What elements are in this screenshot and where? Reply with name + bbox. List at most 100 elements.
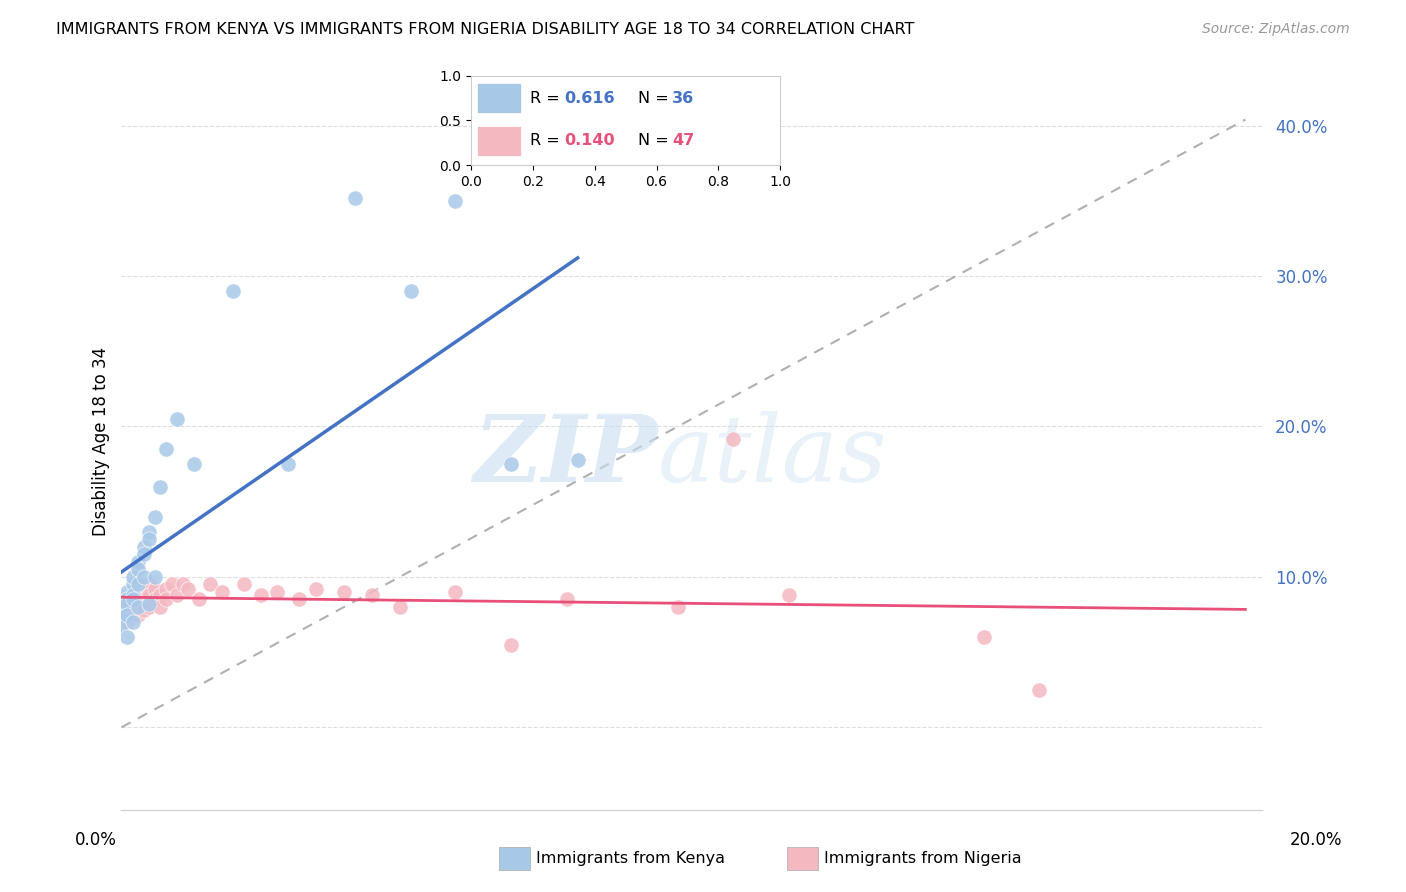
Point [305, 582, 328, 596]
Point [333, 585, 356, 599]
Point [143, 570, 166, 584]
Point [499, 638, 522, 652]
Point [115, 607, 138, 622]
Point [555, 592, 578, 607]
Y-axis label: Disability Age 18 to 34: Disability Age 18 to 34 [93, 347, 110, 536]
Point [160, 577, 183, 591]
Point [288, 592, 311, 607]
Point [121, 577, 143, 591]
Point [149, 588, 172, 602]
Point [778, 588, 800, 602]
Point [132, 603, 155, 617]
Point [166, 588, 188, 602]
Text: Immigrants from Kenya: Immigrants from Kenya [536, 851, 724, 865]
Point [127, 562, 149, 576]
Point [499, 457, 522, 471]
Point [138, 524, 160, 539]
Point [121, 588, 143, 602]
Point [121, 588, 143, 602]
Point [444, 194, 467, 208]
Point [127, 577, 149, 591]
Point [211, 585, 233, 599]
Point [127, 600, 149, 615]
Point [121, 570, 143, 584]
Text: atlas: atlas [658, 411, 887, 501]
Point [110, 607, 132, 622]
Point [723, 432, 745, 446]
Point [138, 597, 160, 611]
Point [188, 592, 211, 607]
Point [143, 582, 166, 596]
Point [115, 603, 138, 617]
Point [110, 607, 132, 622]
Text: IMMIGRANTS FROM KENYA VS IMMIGRANTS FROM NIGERIA DISABILITY AGE 18 TO 34 CORRELA: IMMIGRANTS FROM KENYA VS IMMIGRANTS FROM… [56, 22, 915, 37]
Point [155, 442, 177, 456]
Point [132, 570, 155, 584]
Point [277, 457, 299, 471]
Text: N =: N = [638, 91, 673, 105]
Point [388, 600, 411, 615]
Point [149, 480, 172, 494]
Point [249, 588, 271, 602]
Point [166, 412, 188, 426]
Point [232, 577, 254, 591]
Point [138, 600, 160, 615]
Point [115, 630, 138, 644]
Point [172, 577, 194, 591]
Point [200, 577, 222, 591]
Text: 0.0%: 0.0% [75, 831, 117, 849]
Point [115, 597, 138, 611]
Point [155, 592, 177, 607]
Text: Source: ZipAtlas.com: Source: ZipAtlas.com [1202, 22, 1350, 37]
Point [115, 615, 138, 629]
Text: 47: 47 [672, 134, 695, 148]
Text: Immigrants from Nigeria: Immigrants from Nigeria [824, 851, 1022, 865]
Point [155, 582, 177, 596]
Point [973, 630, 995, 644]
Point [344, 191, 367, 205]
Text: 36: 36 [672, 91, 695, 105]
Point [115, 597, 138, 611]
Point [567, 452, 589, 467]
Point [127, 600, 149, 615]
Point [1028, 682, 1050, 697]
Text: R =: R = [530, 134, 565, 148]
Point [127, 555, 149, 569]
Point [132, 585, 155, 599]
Point [110, 600, 132, 615]
Point [138, 577, 160, 591]
Text: R =: R = [530, 91, 565, 105]
FancyBboxPatch shape [477, 83, 520, 113]
Point [115, 585, 138, 599]
Point [399, 284, 422, 298]
Point [666, 600, 689, 615]
Point [110, 618, 132, 632]
Point [110, 600, 132, 615]
Point [121, 600, 143, 615]
Point [132, 540, 155, 554]
Point [266, 585, 288, 599]
Point [183, 457, 205, 471]
Point [149, 600, 172, 615]
Point [132, 547, 155, 561]
Point [132, 592, 155, 607]
Point [127, 607, 149, 622]
Point [121, 615, 143, 629]
Point [177, 582, 200, 596]
FancyBboxPatch shape [477, 126, 520, 156]
Text: 0.140: 0.140 [564, 134, 614, 148]
Point [360, 588, 382, 602]
Point [115, 592, 138, 607]
Text: N =: N = [638, 134, 673, 148]
Point [138, 588, 160, 602]
Point [121, 607, 143, 622]
Point [115, 592, 138, 607]
Point [222, 284, 245, 298]
Point [121, 592, 143, 607]
Text: 20.0%: 20.0% [1289, 831, 1343, 849]
Text: 0.616: 0.616 [564, 91, 614, 105]
Point [143, 509, 166, 524]
Point [444, 585, 467, 599]
Point [138, 533, 160, 547]
Point [127, 592, 149, 607]
